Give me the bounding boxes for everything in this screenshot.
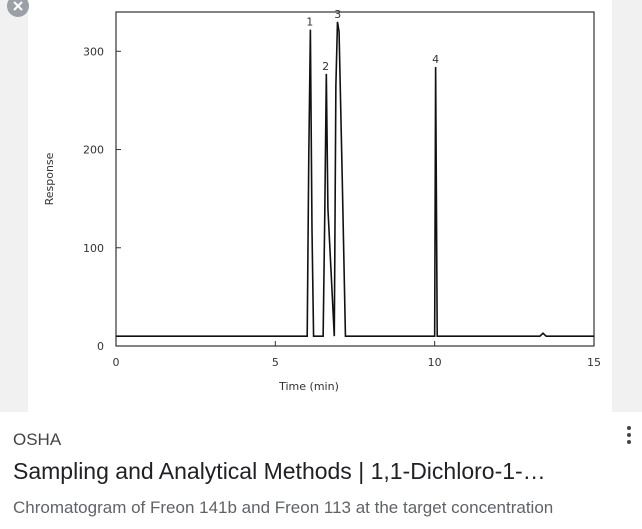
peak-label: 3 bbox=[334, 8, 341, 21]
chromatogram-line bbox=[116, 21, 594, 337]
plot-frame bbox=[115, 11, 595, 347]
peak-label: 2 bbox=[322, 60, 329, 73]
image-result[interactable]: Time (min) Response 0 100 200 300 0 5 10 15 1 2 3 4 bbox=[0, 0, 642, 412]
source: OSHA bbox=[13, 430, 62, 449]
close-button[interactable] bbox=[7, 0, 29, 17]
y-tick-label: 100 bbox=[83, 242, 104, 255]
peak-label: 1 bbox=[306, 16, 313, 29]
more-menu[interactable] bbox=[622, 424, 636, 446]
y-tick-label: 300 bbox=[83, 45, 104, 58]
chart-background bbox=[28, 0, 612, 412]
x-tick-label: 0 bbox=[113, 356, 120, 369]
peak-label: 4 bbox=[432, 53, 439, 66]
x-tick-label: 5 bbox=[272, 356, 279, 369]
x-tick-label: 10 bbox=[428, 356, 442, 369]
result-title[interactable]: Sampling and Analytical Methods | 1,1-Di… bbox=[13, 458, 546, 484]
x-axis-label: Time (min) bbox=[278, 380, 339, 393]
y-tick-label: 0 bbox=[97, 340, 104, 353]
y-tick-label: 200 bbox=[83, 144, 104, 157]
result-description: Chromatogram of Freon 141b and Freon 113… bbox=[13, 498, 554, 517]
x-tick-label: 15 bbox=[587, 356, 601, 369]
chart: Time (min) Response 0 100 200 300 0 5 10 15 1 2 3 4 bbox=[28, 0, 612, 412]
y-axis-label: Response bbox=[43, 152, 56, 205]
